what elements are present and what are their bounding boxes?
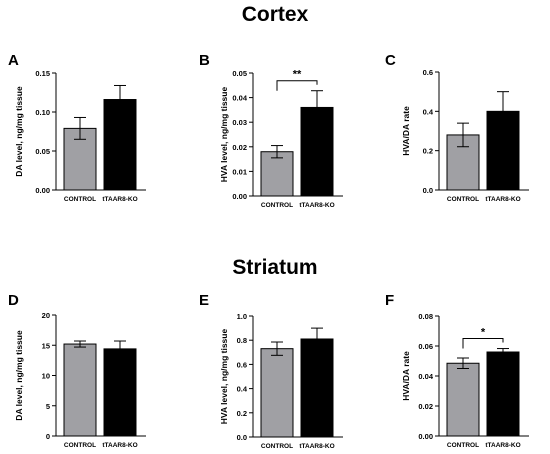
y-tick-label: 0.6 (237, 360, 247, 369)
y-tick-label: 0.0 (423, 186, 433, 195)
y-tick-label: 0.08 (418, 312, 433, 321)
category-label: tTAAR8-KO (485, 196, 520, 203)
panel-letter-f: F (385, 292, 395, 309)
y-tick-label: 0.01 (232, 167, 247, 176)
bar (260, 348, 294, 438)
significance-bracket (462, 338, 504, 349)
y-tick-label: 0.10 (35, 108, 50, 117)
bar (63, 127, 97, 191)
y-tick-label: 5 (46, 402, 50, 411)
y-tick-label: 0.05 (35, 147, 50, 156)
category-label: CONTROL (64, 442, 96, 449)
y-tick-label: 10 (42, 372, 50, 381)
bar (486, 351, 520, 437)
y-tick-label: 0.6 (423, 68, 433, 77)
category-label: CONTROL (261, 443, 293, 450)
significance-bracket (276, 80, 318, 91)
category-label: tTAAR8-KO (485, 442, 520, 449)
significance-marker: ** (293, 69, 302, 81)
section-title-cortex: Cortex (241, 3, 309, 26)
y-axis-label: HVA/DA rate (401, 106, 411, 156)
y-tick-label: 0.06 (418, 342, 433, 351)
panel-letter-d: D (8, 292, 19, 309)
bar (446, 362, 480, 437)
category-label: tTAAR8-KO (102, 196, 137, 203)
category-label: tTAAR8-KO (299, 443, 334, 450)
y-tick-label: 15 (42, 341, 50, 350)
bar (63, 343, 97, 437)
y-axis-label: HVA/DA rate (401, 351, 411, 401)
category-label: CONTROL (64, 196, 96, 203)
panel-letter-b: B (199, 52, 210, 69)
panel-letter-a: A (8, 52, 19, 69)
panel-letter-e: E (199, 292, 210, 309)
y-axis-label: HVA level, ng/mg tissue (219, 87, 229, 183)
y-tick-label: 0 (46, 432, 50, 441)
bar (260, 151, 294, 197)
y-tick-label: 0.00 (418, 432, 433, 441)
bar (103, 348, 137, 437)
category-label: CONTROL (261, 202, 293, 209)
y-tick-label: 0.04 (418, 372, 433, 381)
y-tick-label: 0.0 (237, 433, 247, 442)
category-label: CONTROL (447, 196, 479, 203)
y-tick-label: 0.05 (232, 69, 247, 78)
y-tick-label: 0.02 (418, 402, 433, 411)
y-axis-label: DA level, ng/mg tissue (14, 330, 24, 421)
y-tick-label: 0.2 (237, 409, 247, 418)
y-tick-label: 0.03 (232, 118, 247, 127)
y-axis-label: DA level, ng/mg tissue (14, 86, 24, 177)
significance-marker: * (481, 327, 486, 339)
y-tick-label: 20 (42, 311, 50, 320)
y-axis-label: HVA level, ng/mg tissue (219, 329, 229, 425)
y-tick-label: 0.00 (35, 186, 50, 195)
y-tick-label: 0.15 (35, 69, 50, 78)
y-tick-label: 0.4 (237, 385, 248, 394)
panel-letter-c: C (385, 52, 396, 69)
section-title-striatum: Striatum (232, 256, 318, 279)
bar (300, 338, 334, 438)
y-tick-label: 0.02 (232, 143, 247, 152)
y-tick-label: 0.8 (237, 336, 247, 345)
y-tick-label: 0.2 (423, 147, 433, 156)
y-tick-label: 0.04 (232, 94, 247, 103)
y-tick-label: 0.4 (423, 107, 434, 116)
category-label: tTAAR8-KO (102, 442, 137, 449)
y-tick-label: 0.00 (232, 192, 247, 201)
category-label: CONTROL (447, 442, 479, 449)
y-tick-label: 1.0 (237, 312, 247, 321)
category-label: tTAAR8-KO (299, 202, 334, 209)
